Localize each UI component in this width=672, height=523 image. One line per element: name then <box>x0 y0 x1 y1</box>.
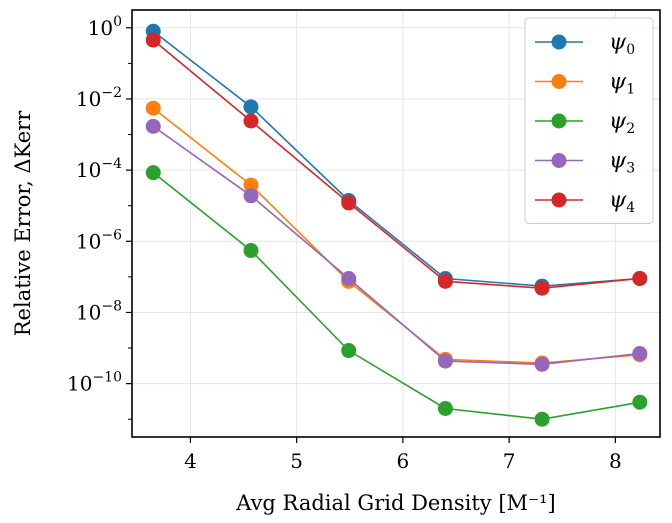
data-point <box>341 195 357 211</box>
x-tick-label: 4 <box>184 449 197 473</box>
ticks: 4 5 6 7 8 100 10−2 10−4 10−6 10−8 10−10 <box>67 14 622 473</box>
series-line <box>152 39 640 290</box>
x-tick-label: 7 <box>503 449 516 473</box>
data-point <box>632 271 648 287</box>
legend-label: ψ0 <box>609 30 635 58</box>
y-tick-label: 10−6 <box>76 227 122 253</box>
data-point <box>341 271 357 287</box>
x-tick-label: 8 <box>609 449 622 473</box>
data-point <box>632 394 648 410</box>
x-tick-label: 6 <box>397 449 410 473</box>
legend-box <box>524 17 654 224</box>
data-point <box>243 243 259 259</box>
data-point <box>534 280 550 296</box>
series-4 <box>145 32 648 296</box>
legend-marker <box>551 153 567 168</box>
y-tick-label: 10−2 <box>76 85 122 111</box>
data-point <box>145 165 161 181</box>
series-line <box>152 172 640 421</box>
legend-label: ψ1 <box>609 70 635 98</box>
legend-item: ψ3 <box>535 149 635 177</box>
legend-marker <box>551 74 567 89</box>
data-point <box>145 100 161 116</box>
legend-item: ψ2 <box>535 109 635 137</box>
legend-marker <box>551 34 567 50</box>
series-2 <box>145 165 648 427</box>
y-axis-label: Relative Error, ΔKerr <box>11 110 35 336</box>
series-line <box>152 30 640 287</box>
data-point <box>243 188 259 204</box>
y-tick-label: 10−8 <box>76 298 122 324</box>
series-3 <box>145 118 648 372</box>
data-point <box>437 273 453 289</box>
data-point <box>437 353 453 369</box>
data-point <box>243 99 259 115</box>
series-layer <box>145 23 648 427</box>
x-tick-label: 5 <box>290 449 303 473</box>
data-point <box>341 343 357 359</box>
data-point <box>145 118 161 134</box>
legend-label: ψ4 <box>609 188 635 216</box>
legend-item: ψ4 <box>535 188 635 216</box>
legend: ψ0 ψ1 ψ2 ψ3 ψ4 <box>524 17 654 224</box>
y-tick-label: 100 <box>88 14 122 40</box>
y-tick-label: 10−10 <box>67 370 122 396</box>
legend-marker <box>551 192 567 208</box>
plot-frame <box>131 9 661 438</box>
series-line <box>152 125 640 366</box>
x-axis-label: Avg Radial Grid Density [M⁻¹] <box>235 491 555 515</box>
data-point <box>534 411 550 427</box>
legend-marker <box>551 113 567 129</box>
data-point <box>437 400 453 416</box>
legend-label: ψ3 <box>609 149 635 177</box>
legend-label: ψ2 <box>609 109 635 137</box>
data-point <box>243 177 259 193</box>
y-tick-label: 10−4 <box>76 156 122 182</box>
legend-item: ψ1 <box>535 70 635 98</box>
data-point <box>145 32 161 48</box>
data-point <box>243 113 259 129</box>
legend-item: ψ0 <box>535 30 635 58</box>
data-point <box>534 356 550 372</box>
data-point <box>632 346 648 362</box>
